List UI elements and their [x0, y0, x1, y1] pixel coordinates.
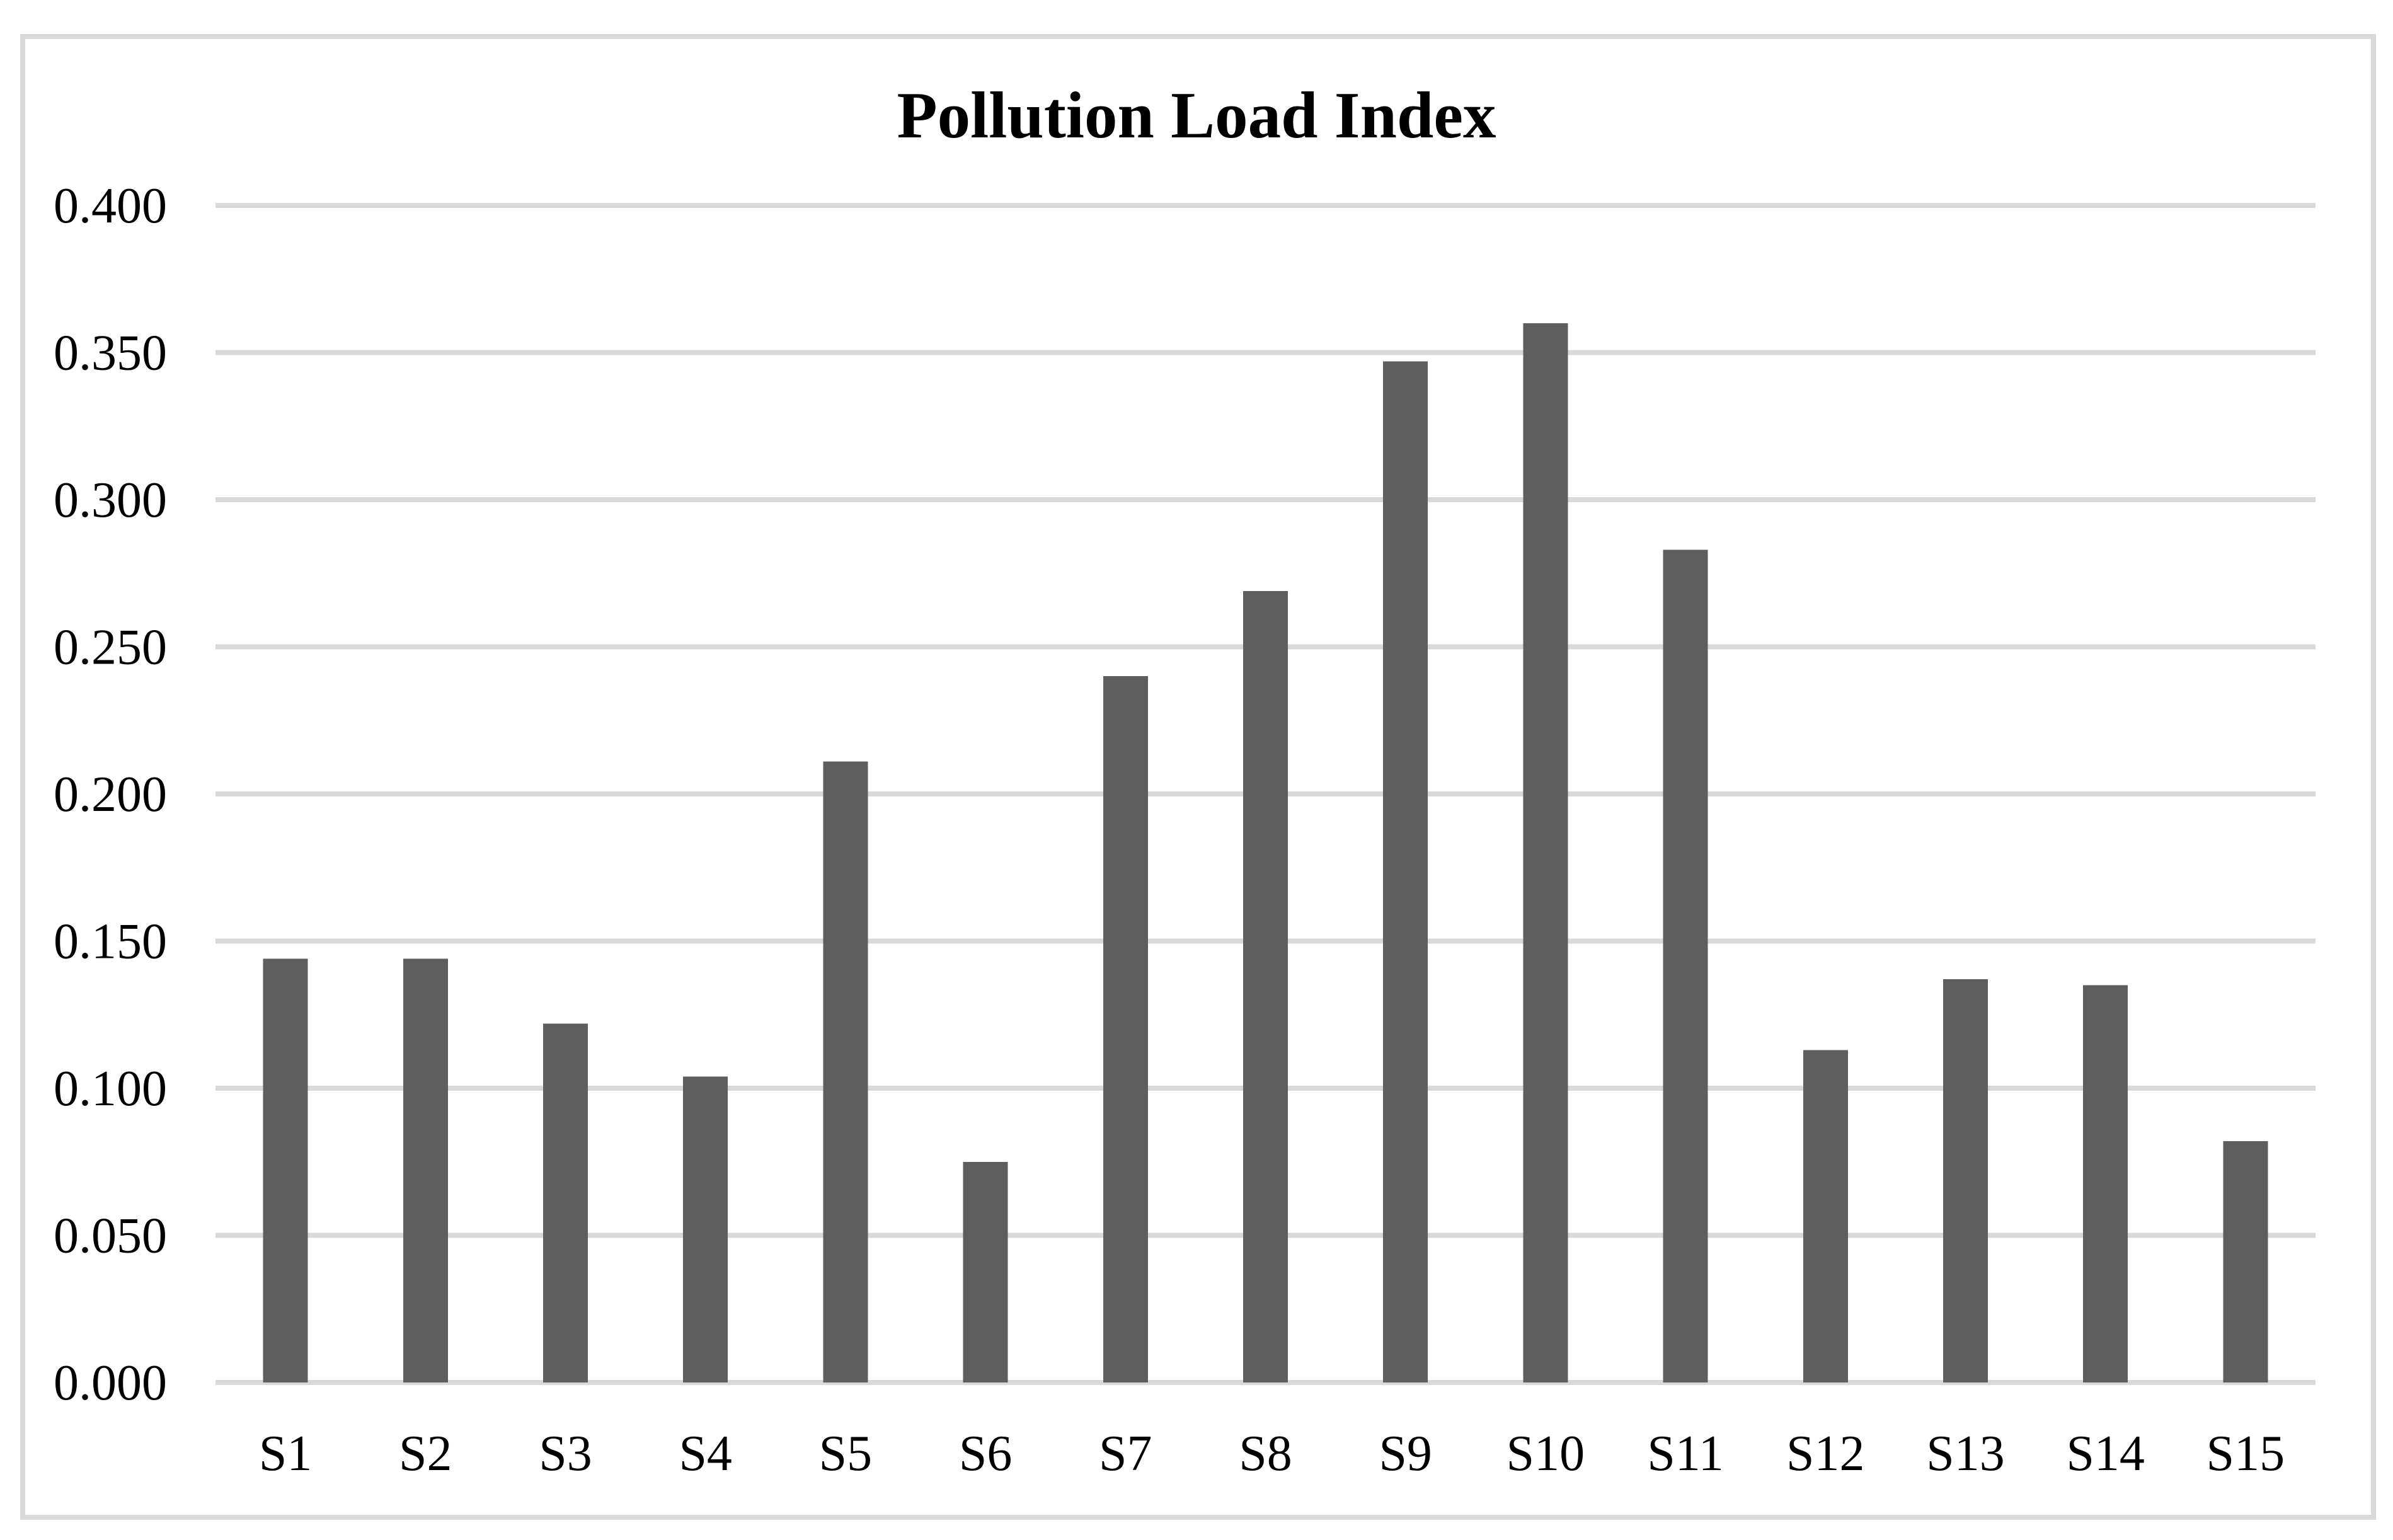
y-tick-label: 0.200	[54, 767, 167, 822]
bar-S10	[1523, 323, 1568, 1382]
bar-S7	[1103, 676, 1148, 1382]
bar-S8	[1243, 590, 1288, 1382]
x-tick-label: S3	[539, 1426, 592, 1481]
bar-S3	[543, 1023, 588, 1382]
y-tick-label: 0.150	[54, 914, 167, 970]
x-tick-label: S5	[819, 1426, 873, 1481]
x-tick-label: S13	[1926, 1426, 2005, 1481]
bar-S1	[263, 958, 308, 1382]
x-axis-labels: S1 S2 S3 S4 S5 S6 S7 S8 S9 S10 S11 S12 S13 S14 S15	[259, 1426, 2285, 1481]
y-tick-label: 0.250	[54, 620, 167, 675]
y-tick-label: 0.300	[54, 473, 167, 528]
x-tick-label: S7	[1099, 1426, 1152, 1481]
bar-S6	[963, 1161, 1008, 1382]
bar-S5	[823, 761, 868, 1382]
x-tick-label: S12	[1786, 1426, 1865, 1481]
bar-S13	[1943, 979, 1988, 1382]
x-tick-label: S15	[2206, 1426, 2285, 1481]
bar-S2	[403, 958, 448, 1382]
chart-title: Pollution Load Index	[897, 78, 1496, 152]
bar-S9	[1383, 361, 1428, 1382]
y-tick-label: 0.000	[54, 1355, 167, 1411]
y-tick-label: 0.050	[54, 1209, 167, 1264]
x-tick-label: S10	[1506, 1426, 1585, 1481]
x-tick-label: S9	[1379, 1426, 1432, 1481]
chart-border	[20, 34, 2376, 1520]
x-tick-label: S6	[959, 1426, 1013, 1481]
bar-S15	[2223, 1141, 2268, 1382]
bar-S12	[1803, 1050, 1848, 1382]
x-tick-label: S8	[1239, 1426, 1292, 1481]
y-axis-labels: 0.000 0.050 0.100 0.150 0.200 0.250 0.300 0.350…	[54, 178, 167, 1411]
y-tick-label: 0.400	[54, 178, 167, 234]
y-tick-label: 0.350	[54, 326, 167, 381]
bar-S4	[683, 1076, 728, 1382]
x-tick-label: S1	[259, 1426, 313, 1481]
x-tick-label: S2	[399, 1426, 452, 1481]
x-tick-label: S11	[1647, 1426, 1724, 1481]
bars-group	[263, 323, 2268, 1382]
bar-S11	[1663, 549, 1708, 1382]
y-tick-label: 0.100	[54, 1061, 167, 1117]
bar-S14	[2083, 985, 2128, 1382]
x-tick-label: S14	[2066, 1426, 2145, 1481]
x-tick-label: S4	[679, 1426, 732, 1481]
